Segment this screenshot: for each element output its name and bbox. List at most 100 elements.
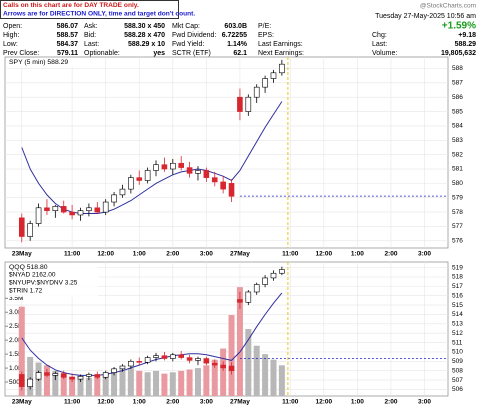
candle-body	[237, 299, 243, 303]
datetime: Tuesday 27-May-2025 10:56 am	[375, 13, 476, 20]
volume-bar	[211, 359, 218, 396]
candle-body	[128, 361, 134, 367]
candle-body	[60, 206, 67, 213]
candle-body	[203, 358, 210, 364]
stat-value: 588.29 x 10	[128, 41, 165, 48]
notice-box	[0, 0, 179, 19]
stat-value: 579.11	[57, 50, 78, 57]
volume-bar	[236, 287, 243, 396]
indicator-label: $NYAD 2162.00	[9, 272, 56, 279]
x-tick-label: 3:00	[200, 251, 213, 258]
candle-body	[178, 162, 184, 168]
stat-label: Prev Close:	[3, 50, 39, 57]
indicator-label: $TRIN 1.72	[9, 288, 43, 295]
notice-line: Calls on this chart are for DAY TRADE on…	[3, 2, 139, 9]
candle-body	[136, 361, 143, 363]
y-tick-label: 588	[452, 65, 463, 72]
candle-body	[144, 357, 151, 363]
y-tick-label: 507	[452, 377, 463, 384]
stat-label: Fwd Dividend:	[172, 32, 216, 39]
volume-bar	[169, 372, 176, 396]
candle-body	[220, 364, 226, 369]
volume-tick-label: 2.0M	[9, 337, 23, 344]
summary-value: 19,805,632	[441, 50, 476, 57]
candle-body	[86, 207, 92, 211]
panel-title: QQQ 518.80	[9, 264, 48, 271]
x-tick-label: 23May	[12, 251, 32, 258]
stat-value: 1.14%	[227, 41, 248, 48]
y-tick-label: 512	[452, 330, 463, 337]
x-tick-label: 12:00	[316, 251, 333, 258]
volume-bar	[245, 329, 252, 396]
candle-body	[220, 181, 226, 190]
y-tick-label: 580	[452, 180, 463, 187]
volume-tick-label: 500K	[9, 379, 25, 386]
panel-title: SPY (5 min) 588.29	[9, 59, 68, 66]
stat-value: 62.1	[233, 50, 247, 57]
candle-body	[228, 183, 235, 197]
x-tick-label: 11:00	[64, 251, 81, 258]
volume-bar	[178, 370, 185, 396]
candle-body	[161, 355, 168, 359]
stat-label: Optionable:	[84, 50, 120, 57]
candle-body	[77, 376, 84, 380]
candle-body	[69, 211, 75, 216]
candle-body	[245, 291, 252, 303]
candle-body	[119, 365, 126, 370]
candle-body	[69, 376, 75, 380]
candle-body	[237, 96, 243, 112]
volume-bar	[228, 315, 235, 396]
candle-body	[44, 372, 50, 376]
volume-bar	[77, 375, 84, 396]
candle-body	[262, 277, 268, 285]
stat-label: Next Earnings:	[258, 50, 304, 57]
volume-bar	[144, 372, 151, 396]
volume-bar	[127, 368, 134, 396]
x-tick-label: 3:00	[200, 399, 213, 406]
volume-tick-label: 2.5M	[9, 323, 23, 330]
volume-bar	[278, 365, 285, 396]
x-tick-label: 12:00	[97, 399, 114, 406]
volume-bar	[119, 369, 126, 396]
y-tick-label: 582	[452, 151, 463, 158]
candle-body	[270, 272, 277, 279]
y-tick-label: 584	[452, 123, 463, 130]
stat-value: 588.57	[57, 32, 79, 39]
y-tick-label: 509	[452, 358, 463, 365]
volume-bar	[136, 370, 143, 396]
y-tick-label: 510	[452, 349, 463, 356]
stat-label: High:	[3, 32, 19, 39]
y-tick-label: 579	[452, 194, 463, 201]
candle-body	[94, 207, 101, 213]
candle-body	[136, 177, 143, 181]
candle-body	[102, 201, 109, 213]
candle-body	[86, 374, 92, 377]
candle-body	[170, 162, 176, 170]
candle-body	[253, 284, 260, 293]
candle-body	[262, 78, 268, 88]
candle-body	[111, 194, 117, 203]
y-tick-label: 508	[452, 367, 463, 374]
candle-body	[253, 86, 260, 98]
summary-label: Volume:	[372, 50, 397, 57]
x-tick-label: 2:00	[166, 251, 179, 258]
x-tick-label: 2:00	[384, 399, 397, 406]
candle-body	[186, 357, 193, 361]
candle-body	[203, 170, 210, 178]
x-tick-label: 12:00	[316, 399, 333, 406]
candle-body	[279, 269, 285, 274]
candle-body	[161, 164, 168, 170]
x-tick-label: 11:00	[282, 251, 299, 258]
volume-bar	[85, 377, 92, 396]
y-tick-label: 506	[452, 386, 463, 393]
candle-body	[178, 354, 184, 358]
candle-body	[27, 378, 33, 387]
volume-bar	[27, 356, 34, 396]
panel-frame	[4, 56, 449, 249]
candle-body	[153, 355, 159, 358]
indicator-label: $NYUPV:$NYDNV 3.25	[9, 280, 78, 287]
candle-body	[186, 167, 193, 174]
y-tick-label: 585	[452, 108, 463, 115]
volume-bar	[186, 369, 193, 396]
volume-bar	[161, 373, 168, 396]
